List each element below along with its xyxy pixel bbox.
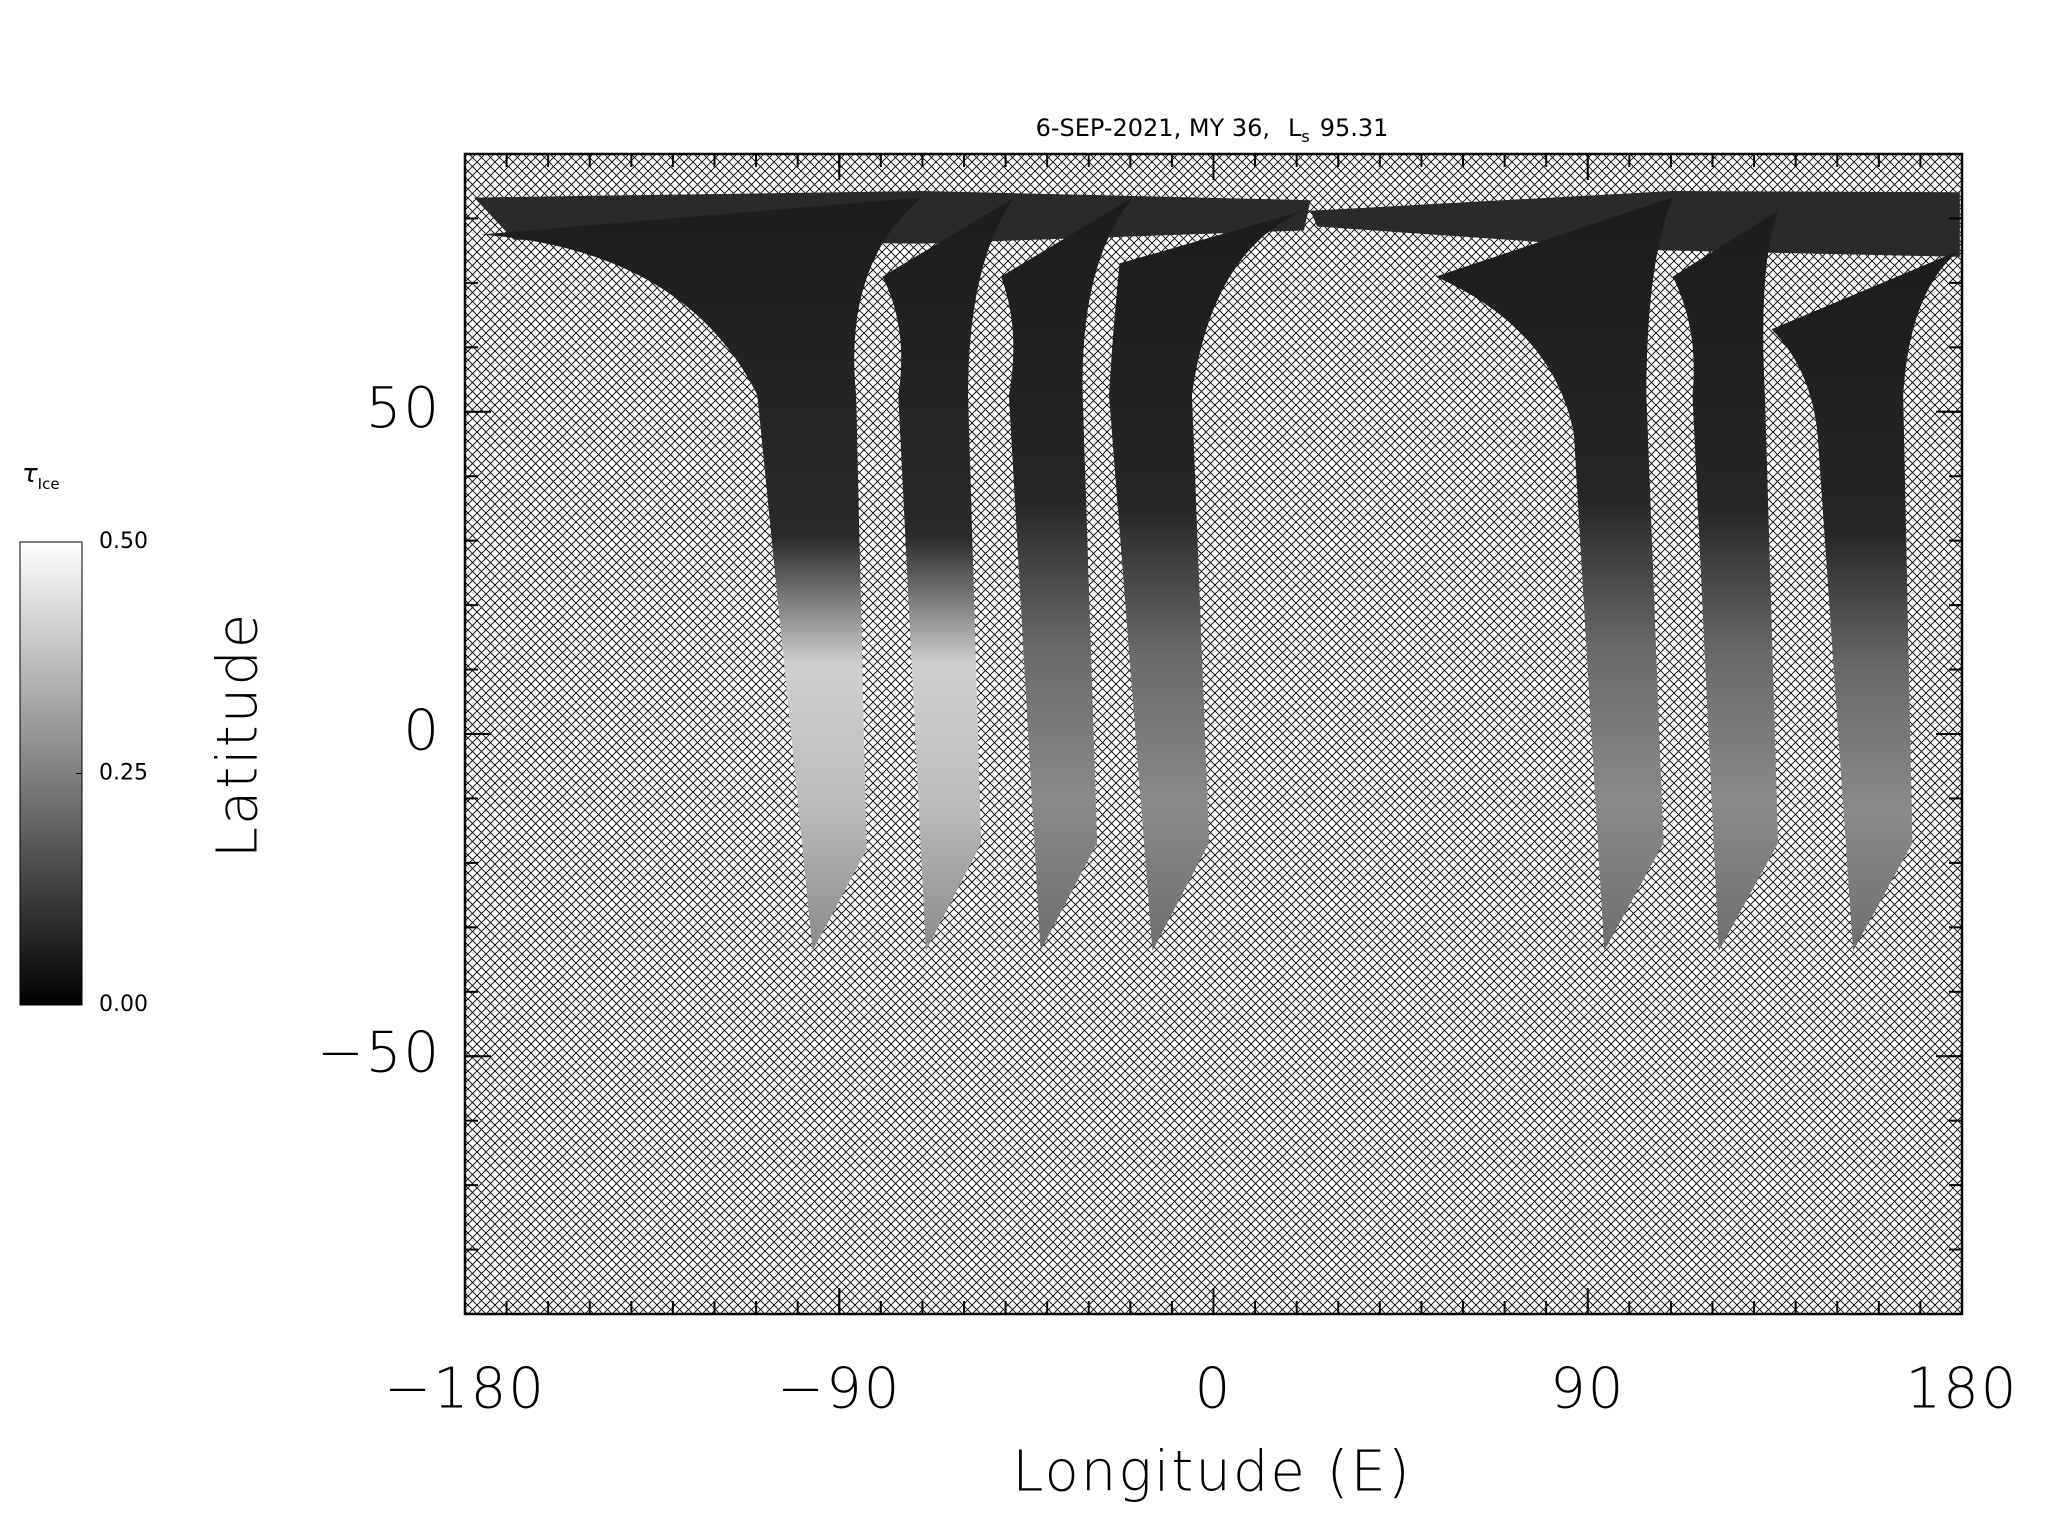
colorbar [19,541,83,1006]
swath [1108,210,1304,951]
chart-title: 6-SEP-2021, MY 36, Ls 95.31 [1036,114,1389,146]
colorbar-label-subscript: Ice [38,475,60,493]
x-tick-label: 0 [1195,1356,1233,1421]
swath [882,197,1015,951]
y-tick-label: 50 [366,376,441,441]
colorbar-tick-label: 0.50 [99,529,148,554]
swath [1000,197,1133,951]
title-ls: L [1288,114,1302,142]
colorbar-tick-label: 0.00 [99,992,148,1017]
swath [1771,250,1960,951]
swath [480,197,922,951]
y-tick-label: 0 [403,698,441,763]
title-text: 6-SEP-2021, MY 36, [1036,114,1270,142]
swath [1435,197,1673,951]
x-tick-label: 180 [1906,1356,2019,1421]
y-tick-label: −50 [317,1020,441,1085]
x-tick-label: −90 [777,1356,901,1421]
y-axis-label: Latitude [205,612,270,858]
x-axis-label: Longitude (E) [1012,1439,1411,1504]
title-ls-subscript: s [1301,127,1309,146]
swaths [474,190,1960,951]
x-tick-label: 90 [1550,1356,1625,1421]
title-ls-value: 95.31 [1320,114,1389,142]
colorbar-label: τIce [22,459,60,493]
colorbar-label-symbol: τ [22,459,38,489]
swath [1672,210,1779,951]
x-tick-label: −180 [384,1356,546,1421]
colorbar-tick-label: 0.25 [99,761,148,786]
